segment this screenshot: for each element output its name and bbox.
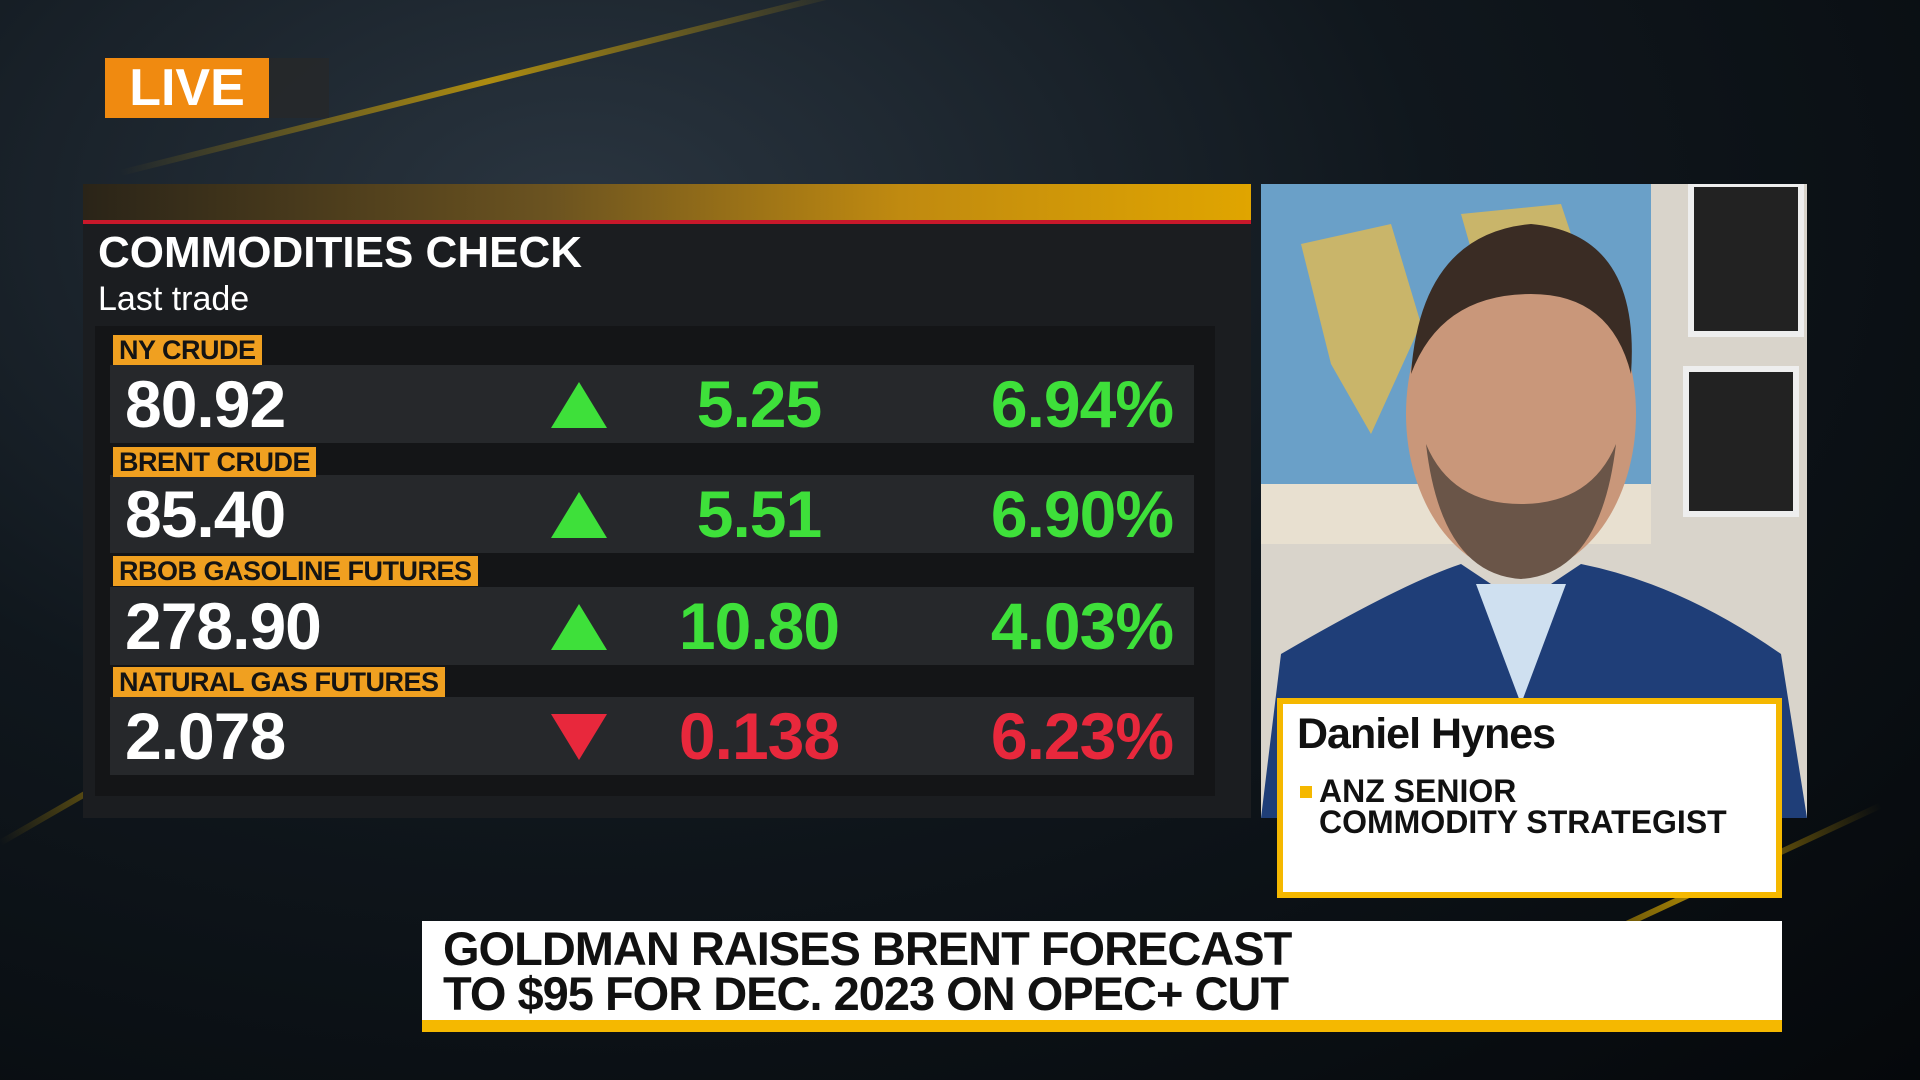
headline-line: GOLDMAN RAISES BRENT FORECAST: [443, 922, 1292, 975]
row-bar: [110, 475, 1194, 553]
row-name: NY CRUDE: [113, 335, 262, 365]
arrow-down: [551, 714, 607, 760]
arrow-up: [551, 492, 607, 538]
last-price: 278.90: [125, 589, 322, 663]
row-name: BRENT CRUDE: [113, 447, 317, 477]
row-name: RBOB GASOLINE FUTURES: [113, 556, 478, 586]
headline-bar: [422, 1020, 1782, 1032]
pct-change: 6.94%: [990, 367, 1174, 441]
row-bar: [110, 587, 1194, 665]
shirt: [1476, 584, 1566, 704]
arrow-up: [551, 604, 607, 650]
pct-change: 6.23%: [990, 699, 1174, 773]
headline-line: TO $95 FOR DEC. 2023 ON OPEC+ CUT: [443, 967, 1289, 1020]
net-change: 5.25: [696, 367, 822, 441]
live-badge-tail: [269, 58, 329, 118]
net-change: 5.51: [696, 477, 822, 551]
net-change: 0.138: [678, 699, 840, 773]
arrow-up: [551, 382, 607, 428]
guest-title-line: COMMODITY STRATEGIST: [1319, 804, 1727, 840]
panel-title: COMMODITIES CHECK: [98, 228, 582, 277]
headline-box: [422, 921, 1782, 1020]
guest-title-line: ANZ SENIOR: [1319, 773, 1517, 809]
direction-arrow: [551, 382, 607, 428]
row-bar: [110, 697, 1194, 775]
pct-change: 4.03%: [990, 589, 1174, 663]
direction-arrow: [551, 714, 607, 760]
row-bar: [110, 365, 1194, 443]
guest-name: Daniel Hynes: [1297, 710, 1556, 758]
pct-change: 6.90%: [990, 477, 1174, 551]
beard: [1426, 444, 1616, 579]
panel-band: [83, 184, 1251, 220]
live-badge: LIVE: [105, 58, 269, 118]
direction-arrow: [551, 604, 607, 650]
title-marker: [1300, 786, 1312, 798]
panel-subtitle: Last trade: [98, 280, 250, 318]
direction-arrow: [551, 492, 607, 538]
hair: [1411, 224, 1632, 374]
last-price: 85.40: [125, 477, 286, 551]
row-name: NATURAL GAS FUTURES: [113, 667, 445, 697]
name-card: [1277, 698, 1782, 898]
last-price: 2.078: [125, 699, 286, 773]
panel-rule: [83, 220, 1251, 224]
frame: [1683, 366, 1799, 517]
frame: [1688, 184, 1804, 337]
last-price: 80.92: [125, 367, 286, 441]
net-change: 10.80: [678, 589, 840, 663]
